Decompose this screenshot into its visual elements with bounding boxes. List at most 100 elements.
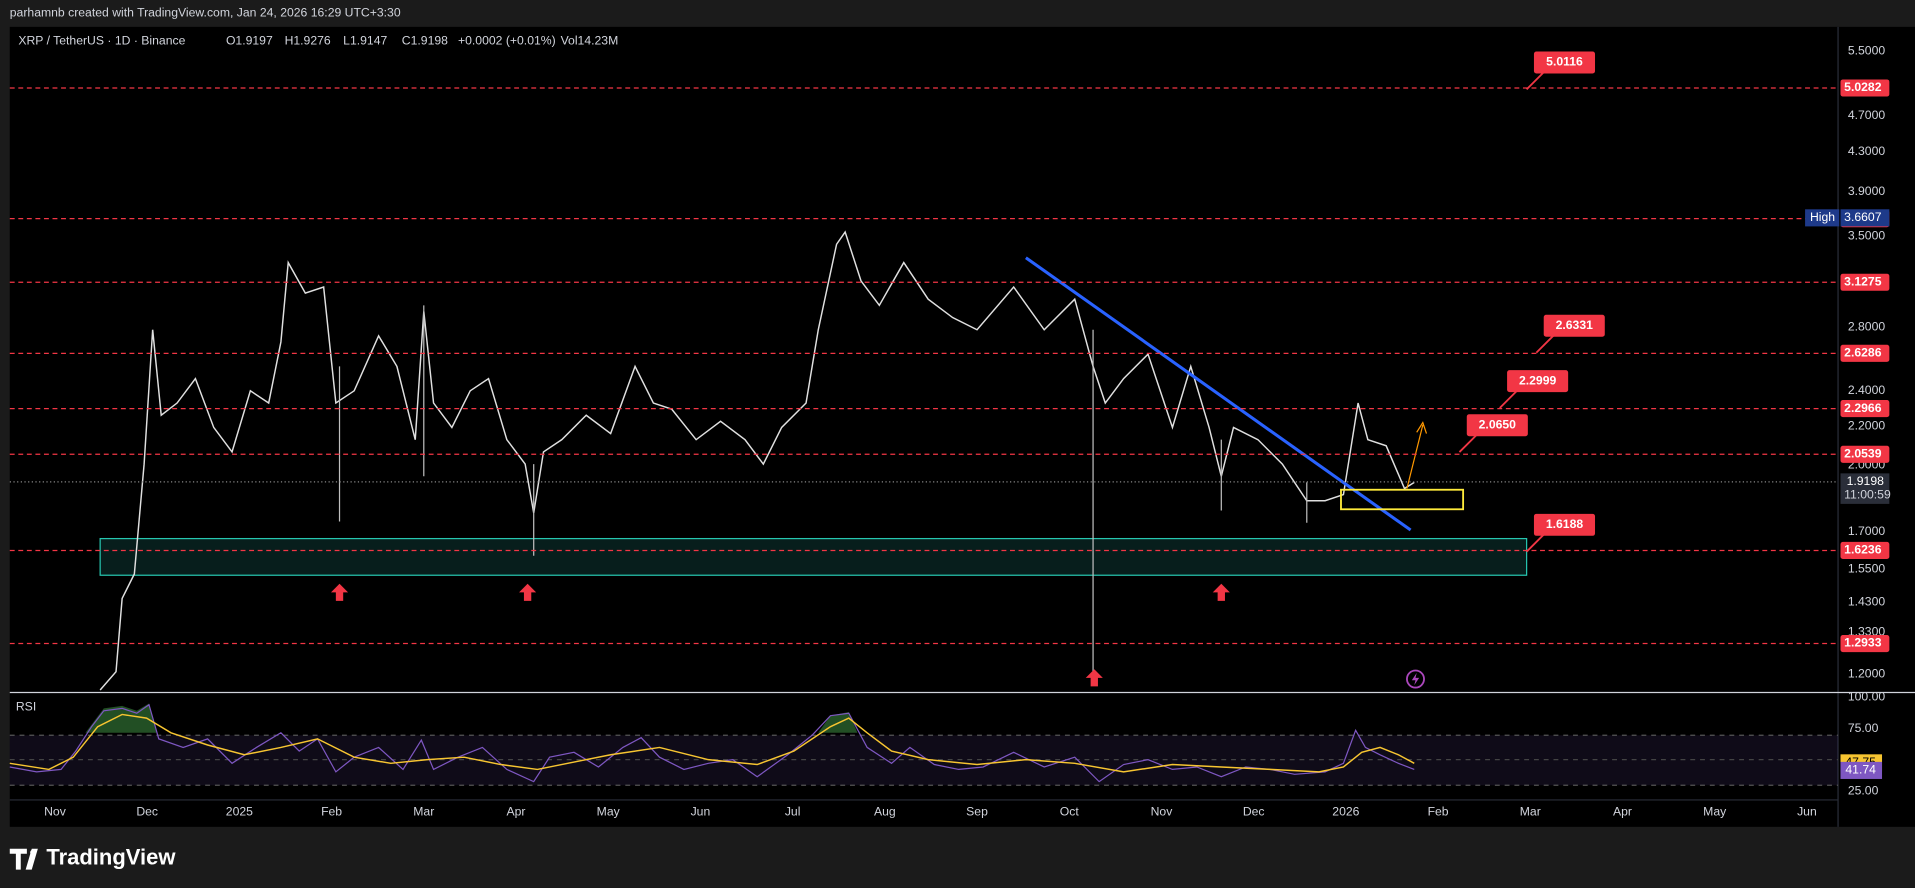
legend-ohlc: O1.9197 <box>226 34 273 48</box>
level-badge-label: 1.6236 <box>1844 543 1882 557</box>
time-tick-label: Jun <box>1797 804 1817 818</box>
time-tick-label: Nov <box>1151 804 1174 818</box>
price-tick-label: 1.3300 <box>1848 624 1886 638</box>
level-badge-label: 3.1275 <box>1844 274 1882 288</box>
time-tick-label: Apr <box>1613 804 1632 818</box>
time-tick-label: Apr <box>506 804 525 818</box>
price-tick-label: 4.3000 <box>1848 144 1886 158</box>
high-tag-label: High <box>1810 210 1835 224</box>
rsi-value-label: 41.74 <box>1845 763 1876 777</box>
time-tick-label: Feb <box>321 804 342 818</box>
level-badge-label: 1.2933 <box>1844 636 1882 650</box>
price-tick-label: 3.5000 <box>1848 228 1886 242</box>
callout-leader <box>1525 533 1545 553</box>
level-badge <box>1840 273 1890 291</box>
callout-label: 2.0650 <box>1479 417 1517 431</box>
time-tick-label: Jun <box>691 804 711 818</box>
rsi-line <box>9 703 1415 783</box>
price-tick-label: 4.7000 <box>1848 108 1886 122</box>
attribution: parhamnb created with TradingView.com, J… <box>10 6 401 20</box>
time-tick-label: Dec <box>1243 804 1265 818</box>
level-badge <box>1840 541 1890 560</box>
price-tick-label: 1.7000 <box>1848 524 1886 538</box>
level-badge <box>1840 79 1890 97</box>
last-price-badge <box>1840 473 1890 504</box>
rsi-tick-label: 100.00 <box>1848 690 1886 704</box>
time-tick-label: Aug <box>874 804 896 818</box>
level-badge <box>1840 344 1890 362</box>
callout-box <box>1507 370 1569 393</box>
level-badge <box>1840 634 1890 653</box>
time-tick-label: Mar <box>1520 804 1541 818</box>
price-tick-label: 1.5500 <box>1848 562 1886 576</box>
callout-leader <box>1525 71 1545 90</box>
callout-box <box>1533 51 1596 74</box>
time-tick-label: Oct <box>1060 804 1080 818</box>
price-tick-label: 1.4300 <box>1848 595 1886 609</box>
level-badge-label: 2.2966 <box>1844 401 1882 415</box>
callout-leader <box>1499 390 1518 409</box>
time-tick-label: Sep <box>966 804 988 818</box>
callout-label: 2.2999 <box>1519 373 1557 387</box>
support-zone <box>99 537 1528 576</box>
price-tick-label: 3.9000 <box>1848 184 1886 198</box>
rsi-tick-label: 25.00 <box>1848 784 1879 798</box>
rsi-value-badge <box>1840 761 1883 779</box>
legend-symbol: XRP / TetherUS · 1D · Binance <box>18 34 185 48</box>
level-badge-label: 5.0282 <box>1844 80 1882 94</box>
entry-box <box>1340 488 1465 511</box>
callout-label: 2.6331 <box>1556 318 1594 332</box>
rsi-ma-line <box>9 713 1415 773</box>
callout-label: 1.6188 <box>1546 517 1584 531</box>
price-tick-label: 5.5000 <box>1848 44 1886 58</box>
callout-leader <box>1535 334 1555 354</box>
callout-leader <box>1458 434 1478 453</box>
price-tick-label: 2.2000 <box>1848 418 1886 432</box>
alert-icon-bolt <box>1411 672 1420 686</box>
callout-box <box>1533 513 1596 536</box>
chart-area <box>9 26 1915 827</box>
level-badge <box>1840 445 1890 463</box>
time-tick-label: Feb <box>1428 804 1449 818</box>
time-tick-label: Dec <box>136 804 158 818</box>
brand-logo-dot <box>30 849 36 856</box>
callout-box <box>1543 314 1605 337</box>
price-trace <box>99 230 1415 691</box>
level-badge-label: 2.6286 <box>1844 346 1882 360</box>
legend-change: +0.0002 (+0.01%) <box>458 34 556 48</box>
high-badge <box>1840 209 1890 227</box>
brand-name: TradingView <box>46 844 176 869</box>
high-tag <box>1805 209 1840 227</box>
callout-label: 5.0116 <box>1546 55 1583 69</box>
legend-ohlc: L1.9147 <box>343 34 387 48</box>
legend-volume: Vol14.23M <box>561 34 619 48</box>
high-badge-label: 3.6607 <box>1844 210 1882 224</box>
time-tick-label: May <box>597 804 621 818</box>
time-tick-label: May <box>1703 804 1727 818</box>
price-tick-label: 2.8000 <box>1848 320 1886 334</box>
legend-ohlc: H1.9276 <box>285 34 331 48</box>
rsi-title: RSI <box>16 699 36 713</box>
time-tick-label: 2025 <box>226 804 253 818</box>
alert-icon[interactable] <box>1406 669 1425 689</box>
rsi-tick-label: 75.00 <box>1848 721 1879 735</box>
price-tick-label: 1.2000 <box>1848 666 1886 680</box>
time-tick-label: Nov <box>44 804 67 818</box>
time-tick-label: Jul <box>785 804 801 818</box>
last-price-label: 1.9198 <box>1847 474 1885 488</box>
projection-arrow <box>1406 421 1428 489</box>
countdown-label: 11:00:59 <box>1844 488 1891 502</box>
callout-box <box>1466 414 1528 437</box>
time-tick-label: 2026 <box>1332 804 1359 818</box>
legend-ohlc: C1.9198 <box>402 34 448 48</box>
up-arrow <box>1085 669 1103 687</box>
price-tick-label: 2.4000 <box>1848 383 1886 397</box>
trendline <box>1025 256 1412 532</box>
time-tick-label: Mar <box>413 804 434 818</box>
level-badge-label: 2.0539 <box>1844 447 1882 461</box>
price-wicks <box>338 305 1308 684</box>
level-badge <box>1840 400 1890 418</box>
